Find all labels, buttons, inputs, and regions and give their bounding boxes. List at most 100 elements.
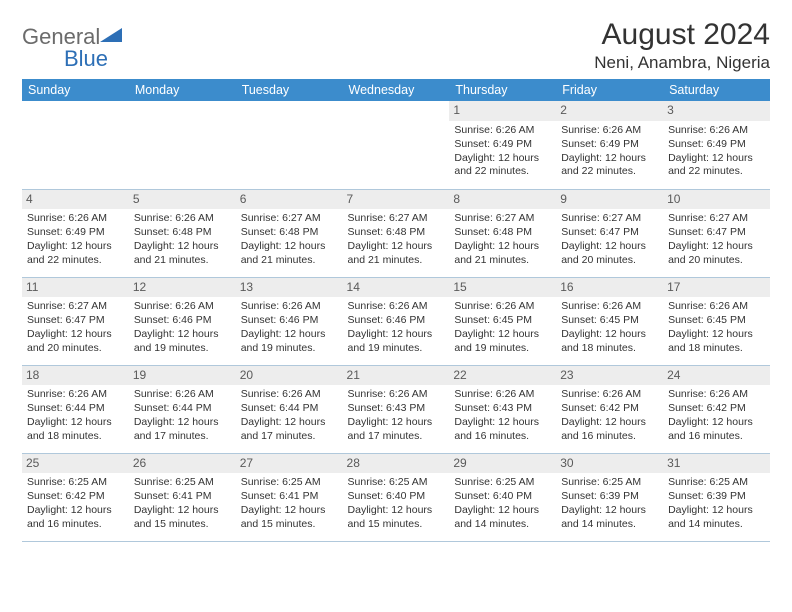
daylight-text: Daylight: 12 hours and 20 minutes.: [668, 240, 765, 268]
sunset-text: Sunset: 6:48 PM: [134, 226, 231, 240]
sunset-text: Sunset: 6:44 PM: [134, 402, 231, 416]
day-number: 24: [663, 366, 770, 386]
calendar-week-row: 18Sunrise: 6:26 AMSunset: 6:44 PMDayligh…: [22, 365, 770, 453]
calendar-day-cell: 13Sunrise: 6:26 AMSunset: 6:46 PMDayligh…: [236, 277, 343, 365]
daylight-text: Daylight: 12 hours and 19 minutes.: [134, 328, 231, 356]
calendar-day-cell: 12Sunrise: 6:26 AMSunset: 6:46 PMDayligh…: [129, 277, 236, 365]
daylight-text: Daylight: 12 hours and 22 minutes.: [27, 240, 124, 268]
calendar-day-cell: 26Sunrise: 6:25 AMSunset: 6:41 PMDayligh…: [129, 453, 236, 541]
sunrise-text: Sunrise: 6:27 AM: [454, 212, 551, 226]
sunset-text: Sunset: 6:45 PM: [454, 314, 551, 328]
day-details: Sunrise: 6:27 AMSunset: 6:48 PMDaylight:…: [454, 212, 551, 267]
day-number: 16: [556, 278, 663, 298]
calendar-day-cell: 25Sunrise: 6:25 AMSunset: 6:42 PMDayligh…: [22, 453, 129, 541]
sunrise-text: Sunrise: 6:26 AM: [561, 124, 658, 138]
daylight-text: Daylight: 12 hours and 15 minutes.: [241, 504, 338, 532]
calendar-day-cell: 6Sunrise: 6:27 AMSunset: 6:48 PMDaylight…: [236, 189, 343, 277]
sunset-text: Sunset: 6:42 PM: [668, 402, 765, 416]
sunrise-text: Sunrise: 6:26 AM: [27, 388, 124, 402]
logo-triangle-icon: [100, 28, 122, 47]
daylight-text: Daylight: 12 hours and 16 minutes.: [454, 416, 551, 444]
calendar-day-cell: 11Sunrise: 6:27 AMSunset: 6:47 PMDayligh…: [22, 277, 129, 365]
sunset-text: Sunset: 6:44 PM: [241, 402, 338, 416]
calendar-day-cell: 10Sunrise: 6:27 AMSunset: 6:47 PMDayligh…: [663, 189, 770, 277]
sunrise-text: Sunrise: 6:27 AM: [561, 212, 658, 226]
day-details: Sunrise: 6:26 AMSunset: 6:49 PMDaylight:…: [561, 124, 658, 179]
sunset-text: Sunset: 6:40 PM: [454, 490, 551, 504]
day-number: 28: [343, 454, 450, 474]
daylight-text: Daylight: 12 hours and 20 minutes.: [561, 240, 658, 268]
logo-text-blue: Blue: [64, 46, 108, 72]
calendar-day-cell: [22, 101, 129, 189]
day-number: 25: [22, 454, 129, 474]
day-details: Sunrise: 6:26 AMSunset: 6:44 PMDaylight:…: [241, 388, 338, 443]
day-number: 22: [449, 366, 556, 386]
month-title: August 2024: [594, 18, 770, 51]
daylight-text: Daylight: 12 hours and 18 minutes.: [561, 328, 658, 356]
day-details: Sunrise: 6:27 AMSunset: 6:48 PMDaylight:…: [348, 212, 445, 267]
calendar-week-row: 25Sunrise: 6:25 AMSunset: 6:42 PMDayligh…: [22, 453, 770, 541]
day-details: Sunrise: 6:26 AMSunset: 6:45 PMDaylight:…: [668, 300, 765, 355]
day-number: 6: [236, 190, 343, 210]
sunrise-text: Sunrise: 6:25 AM: [668, 476, 765, 490]
sunset-text: Sunset: 6:41 PM: [134, 490, 231, 504]
calendar-day-cell: 5Sunrise: 6:26 AMSunset: 6:48 PMDaylight…: [129, 189, 236, 277]
day-details: Sunrise: 6:26 AMSunset: 6:49 PMDaylight:…: [668, 124, 765, 179]
daylight-text: Daylight: 12 hours and 19 minutes.: [454, 328, 551, 356]
sunset-text: Sunset: 6:48 PM: [348, 226, 445, 240]
day-details: Sunrise: 6:26 AMSunset: 6:42 PMDaylight:…: [668, 388, 765, 443]
sunrise-text: Sunrise: 6:25 AM: [27, 476, 124, 490]
calendar-day-cell: 1Sunrise: 6:26 AMSunset: 6:49 PMDaylight…: [449, 101, 556, 189]
day-details: Sunrise: 6:25 AMSunset: 6:41 PMDaylight:…: [241, 476, 338, 531]
day-number: 11: [22, 278, 129, 298]
day-details: Sunrise: 6:26 AMSunset: 6:44 PMDaylight:…: [27, 388, 124, 443]
day-number: 31: [663, 454, 770, 474]
day-number: 4: [22, 190, 129, 210]
sunrise-text: Sunrise: 6:27 AM: [241, 212, 338, 226]
sunset-text: Sunset: 6:40 PM: [348, 490, 445, 504]
header: GeneralBlue August 2024 Neni, Anambra, N…: [22, 18, 770, 73]
day-details: Sunrise: 6:25 AMSunset: 6:41 PMDaylight:…: [134, 476, 231, 531]
calendar-week-row: 1Sunrise: 6:26 AMSunset: 6:49 PMDaylight…: [22, 101, 770, 189]
weekday-header: Saturday: [663, 79, 770, 101]
logo: GeneralBlue: [22, 24, 108, 72]
calendar-day-cell: 15Sunrise: 6:26 AMSunset: 6:45 PMDayligh…: [449, 277, 556, 365]
sunset-text: Sunset: 6:47 PM: [561, 226, 658, 240]
sunrise-text: Sunrise: 6:26 AM: [561, 300, 658, 314]
calendar-day-cell: 20Sunrise: 6:26 AMSunset: 6:44 PMDayligh…: [236, 365, 343, 453]
calendar-day-cell: 17Sunrise: 6:26 AMSunset: 6:45 PMDayligh…: [663, 277, 770, 365]
sunset-text: Sunset: 6:39 PM: [668, 490, 765, 504]
sunset-text: Sunset: 6:39 PM: [561, 490, 658, 504]
day-details: Sunrise: 6:26 AMSunset: 6:48 PMDaylight:…: [134, 212, 231, 267]
calendar-day-cell: 4Sunrise: 6:26 AMSunset: 6:49 PMDaylight…: [22, 189, 129, 277]
day-number: 3: [663, 101, 770, 121]
calendar-day-cell: 14Sunrise: 6:26 AMSunset: 6:46 PMDayligh…: [343, 277, 450, 365]
day-details: Sunrise: 6:25 AMSunset: 6:39 PMDaylight:…: [668, 476, 765, 531]
day-details: Sunrise: 6:26 AMSunset: 6:45 PMDaylight:…: [561, 300, 658, 355]
weekday-header: Tuesday: [236, 79, 343, 101]
sunset-text: Sunset: 6:45 PM: [668, 314, 765, 328]
daylight-text: Daylight: 12 hours and 21 minutes.: [348, 240, 445, 268]
weekday-header: Monday: [129, 79, 236, 101]
calendar-day-cell: 19Sunrise: 6:26 AMSunset: 6:44 PMDayligh…: [129, 365, 236, 453]
sunset-text: Sunset: 6:46 PM: [348, 314, 445, 328]
day-details: Sunrise: 6:26 AMSunset: 6:46 PMDaylight:…: [348, 300, 445, 355]
calendar-day-cell: 2Sunrise: 6:26 AMSunset: 6:49 PMDaylight…: [556, 101, 663, 189]
calendar-day-cell: [236, 101, 343, 189]
day-number: 13: [236, 278, 343, 298]
daylight-text: Daylight: 12 hours and 20 minutes.: [27, 328, 124, 356]
sunrise-text: Sunrise: 6:27 AM: [668, 212, 765, 226]
sunset-text: Sunset: 6:49 PM: [561, 138, 658, 152]
daylight-text: Daylight: 12 hours and 21 minutes.: [134, 240, 231, 268]
calendar-day-cell: 16Sunrise: 6:26 AMSunset: 6:45 PMDayligh…: [556, 277, 663, 365]
calendar-day-cell: 9Sunrise: 6:27 AMSunset: 6:47 PMDaylight…: [556, 189, 663, 277]
sunrise-text: Sunrise: 6:26 AM: [348, 388, 445, 402]
day-number: 1: [449, 101, 556, 121]
calendar-week-row: 11Sunrise: 6:27 AMSunset: 6:47 PMDayligh…: [22, 277, 770, 365]
sunrise-text: Sunrise: 6:25 AM: [348, 476, 445, 490]
sunrise-text: Sunrise: 6:26 AM: [241, 300, 338, 314]
calendar-day-cell: [129, 101, 236, 189]
day-details: Sunrise: 6:25 AMSunset: 6:40 PMDaylight:…: [454, 476, 551, 531]
sunrise-text: Sunrise: 6:25 AM: [561, 476, 658, 490]
daylight-text: Daylight: 12 hours and 15 minutes.: [134, 504, 231, 532]
